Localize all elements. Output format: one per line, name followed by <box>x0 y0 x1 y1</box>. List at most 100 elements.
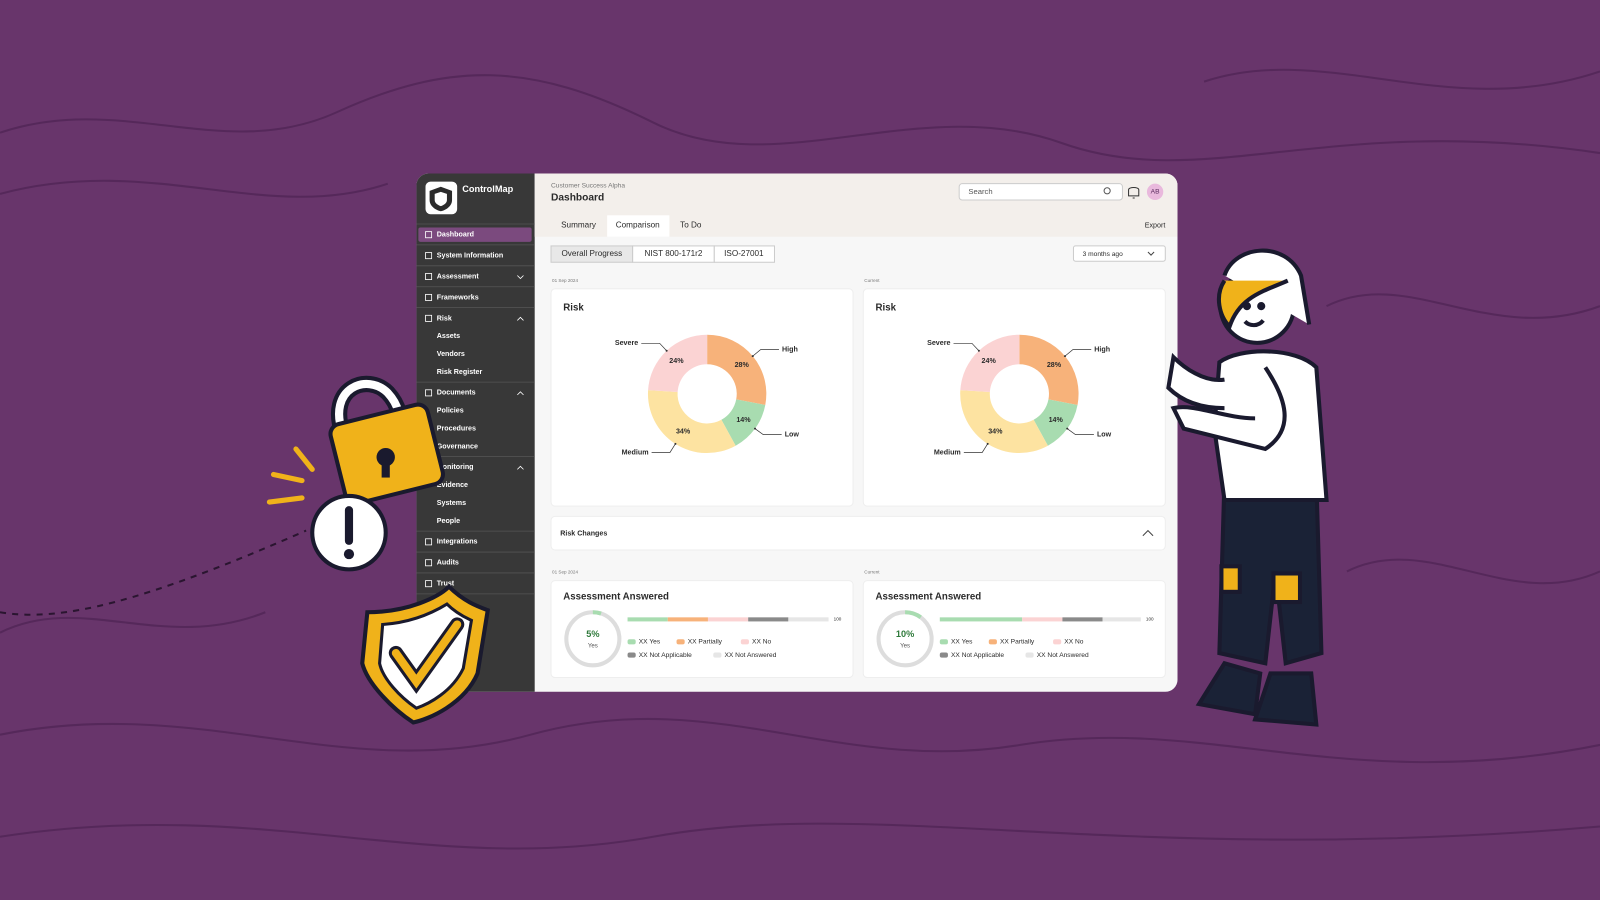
slice-label: 28% <box>735 361 750 369</box>
x-tick-label: 100 <box>834 617 842 622</box>
legend-label: XX Yes <box>951 639 973 646</box>
legend-swatch <box>988 639 997 645</box>
expand-chevron <box>517 465 524 470</box>
legend-swatch <box>1053 639 1062 645</box>
category-label: High <box>782 346 798 354</box>
submenu-item[interactable]: Assets <box>437 332 460 340</box>
panel-caption: Current <box>864 570 880 575</box>
pie-slice <box>647 390 736 454</box>
gauge-arc <box>876 610 934 668</box>
submenu-item[interactable]: Systems <box>437 499 466 507</box>
legend-swatch <box>627 639 636 645</box>
menu-icon <box>425 538 433 546</box>
leader-line <box>963 443 988 453</box>
menu-item[interactable]: Frameworks <box>437 293 479 301</box>
menu-item[interactable]: Integrations <box>437 538 478 546</box>
avatar-initials: AB <box>1151 189 1160 196</box>
period-dropdown[interactable] <box>1072 245 1166 262</box>
panel-caption: Current <box>864 278 880 283</box>
menu-icon <box>425 389 433 397</box>
panel-caption: 01 Sep 2024 <box>552 570 578 575</box>
menu-item[interactable]: Audits <box>437 559 459 567</box>
legend-swatch <box>939 639 948 645</box>
gauge-label: Yes <box>588 643 598 650</box>
export-link[interactable]: Export <box>1145 221 1166 229</box>
submenu-item[interactable]: Procedures <box>437 424 476 432</box>
submenu-item[interactable]: Governance <box>437 442 478 450</box>
shield-illustration <box>360 583 491 725</box>
leader-line <box>953 342 980 351</box>
search-box[interactable] <box>958 183 1123 201</box>
menu-icon <box>425 314 433 322</box>
tab[interactable]: To Do <box>680 221 702 230</box>
filter-button[interactable] <box>713 245 775 263</box>
legend-swatch <box>1025 652 1034 658</box>
active-item-bg <box>418 227 532 242</box>
filter-label: NIST 800-171r2 <box>645 249 703 258</box>
filter-label: ISO-27001 <box>724 249 764 258</box>
legend-swatch <box>627 652 636 658</box>
menu-item[interactable]: Assessment <box>437 272 480 280</box>
tab[interactable]: Comparison <box>616 221 660 230</box>
legend-label: XX Yes <box>639 639 661 646</box>
character-illustration <box>1166 248 1329 727</box>
menu-item[interactable]: Trust <box>437 580 455 588</box>
panel-title: Risk <box>563 303 584 314</box>
filter-label: Overall Progress <box>561 249 622 258</box>
gauge-value: 5% <box>586 629 599 639</box>
lock-illustration <box>266 376 445 572</box>
legend-label: XX No <box>1064 639 1083 646</box>
bar-segment <box>748 617 789 622</box>
legend-label: XX Partially <box>1000 639 1035 646</box>
collapse-chevron[interactable] <box>1142 529 1154 537</box>
charts: 01 Sep 2024 Risk 28% High 14% Low 34% Medium 24%… <box>552 278 1154 668</box>
menu-item[interactable]: Monitoring <box>437 463 474 471</box>
panel-caption: 01 Sep 2024 <box>552 278 578 283</box>
menu-item[interactable]: System Information <box>437 252 504 260</box>
panel <box>550 580 854 679</box>
category-label: Severe <box>927 339 950 347</box>
leader-line <box>1067 428 1094 436</box>
leader-line <box>641 342 667 351</box>
submenu-item[interactable]: Risk Register <box>437 368 483 376</box>
dropdown-chevron <box>1147 251 1155 256</box>
menu-icon <box>425 559 433 567</box>
logo-icon-inner <box>434 191 447 207</box>
legend-label: XX Not Applicable <box>951 652 1004 659</box>
gauge-value: 10% <box>896 629 914 639</box>
pie-slice <box>648 334 708 393</box>
submenu-item[interactable]: Policies <box>437 407 464 415</box>
leader-line <box>651 443 676 453</box>
bar-segment <box>788 617 829 622</box>
submenu-item[interactable]: Vendors <box>437 350 465 358</box>
bell-icon[interactable] <box>1128 186 1140 199</box>
legend-swatch <box>939 652 948 658</box>
menu-icon <box>425 252 433 260</box>
submenu-item[interactable]: People <box>437 517 460 525</box>
active-tab-bg <box>607 215 670 237</box>
menu-item[interactable]: Documents <box>437 389 476 397</box>
leader-line <box>754 428 782 436</box>
expand-chevron <box>517 316 524 321</box>
pie-slice <box>960 390 1048 454</box>
category-label: Low <box>785 431 800 439</box>
submenu-item[interactable]: Evidence <box>437 481 468 489</box>
panel <box>550 288 854 507</box>
pie-slice <box>1019 334 1079 405</box>
expand-chevron <box>517 275 524 280</box>
tab[interactable]: Summary <box>561 221 597 230</box>
legend-label: XX Partially <box>688 639 723 646</box>
menu-icon <box>425 580 433 588</box>
risk-changes-panel[interactable] <box>550 515 1166 551</box>
avatar[interactable] <box>1146 183 1164 200</box>
slice-label: 24% <box>982 357 997 365</box>
menu-item[interactable]: Risk <box>437 314 452 322</box>
menu-item[interactable]: Dashboard <box>437 231 474 239</box>
leader-line <box>752 349 779 357</box>
category-label: Medium <box>622 448 649 456</box>
category-label: Low <box>1097 431 1112 439</box>
category-label: High <box>1094 346 1110 354</box>
gauge-arc <box>564 610 622 668</box>
pie-slice <box>707 334 767 405</box>
